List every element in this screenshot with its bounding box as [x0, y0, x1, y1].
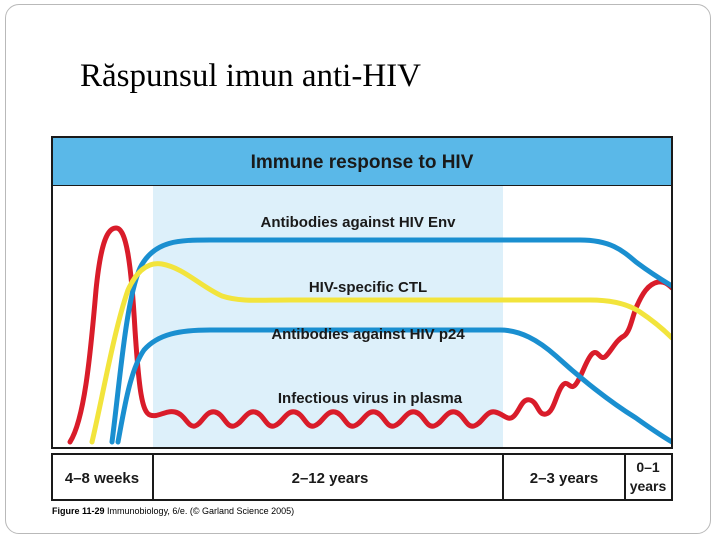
plot-frame	[51, 136, 673, 449]
phase-label-latency: 2–12 years	[292, 470, 369, 487]
p24-antibody-label: Antibodies against HIV p24	[271, 326, 465, 343]
ctl-curve	[89, 261, 672, 445]
timeline-bar	[51, 453, 673, 501]
phase-label-aids-line1: 0–1	[636, 459, 660, 475]
phase-label-aids-line2: years	[630, 478, 667, 494]
latency-band	[153, 186, 503, 448]
figure-caption-text: Immunobiology, 6/e. (© Garland Science 2…	[104, 506, 295, 516]
virus-label: Infectious virus in plasma	[278, 390, 463, 407]
env-antibody-curve	[109, 237, 672, 445]
figure-caption: Figure 11-29 Immunobiology, 6/e. (© Garl…	[52, 506, 294, 516]
ctl-label: HIV-specific CTL	[309, 279, 427, 296]
phase-label-symptomatic: 2–3 years	[530, 470, 598, 487]
slide-title: Răspunsul imun anti-HIV	[80, 58, 421, 94]
p24-antibody-curve	[115, 327, 672, 445]
figure-header-title: Immune response to HIV	[251, 152, 474, 173]
figure-caption-bold: Figure 11-29	[52, 506, 105, 516]
phase-label-acute: 4–8 weeks	[65, 470, 139, 487]
virus-curve	[67, 225, 672, 445]
env-antibody-label: Antibodies against HIV Env	[260, 214, 456, 231]
